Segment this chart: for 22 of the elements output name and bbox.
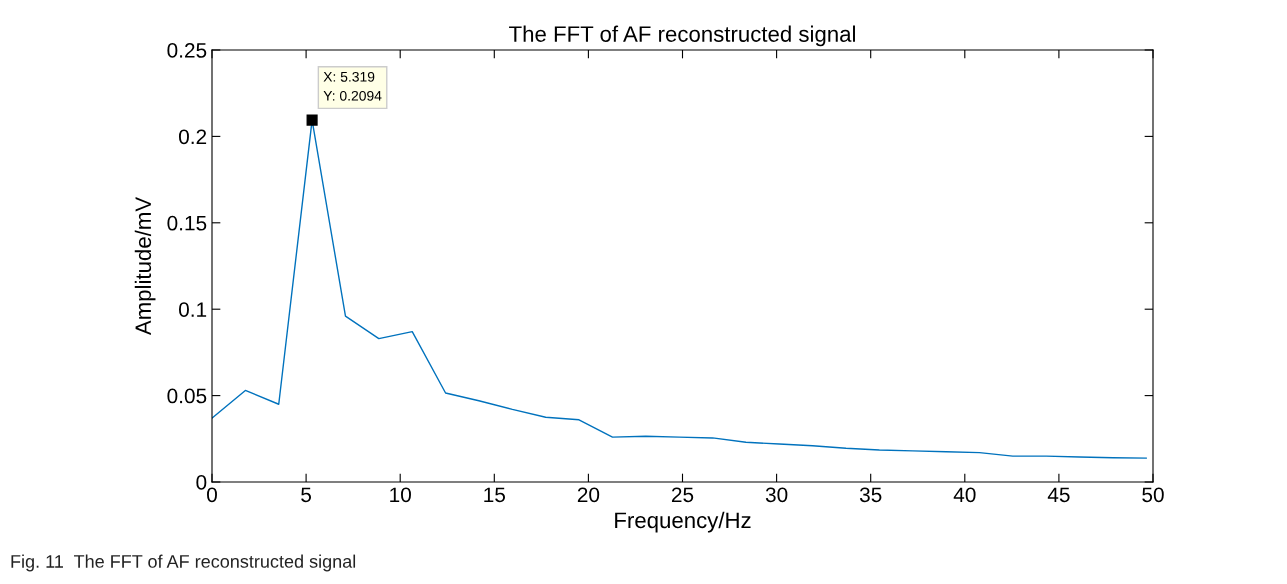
y-tick-label: 0 [196, 475, 207, 490]
y-tick-label: 0.15 [167, 215, 207, 231]
y-tick-label: 0.1 [178, 302, 207, 317]
x-axis-title: Frequency/Hz [615, 511, 751, 533]
x-tick-label: 5 [301, 487, 312, 503]
x-tick-label: 10 [390, 487, 411, 503]
x-tick-label: 45 [1047, 487, 1070, 503]
y-tick-label: 0.2 [178, 129, 207, 145]
x-tick-label: 0 [207, 487, 217, 503]
x-tick-label: 20 [577, 487, 600, 503]
chart-title: The FFT of AF reconstructed signal [509, 25, 855, 47]
y-tick-label: 0.25 [167, 43, 207, 58]
x-tick-label: 35 [859, 487, 882, 503]
x-tick-label: 40 [953, 487, 976, 503]
x-tick-label: 25 [671, 487, 694, 503]
x-tick-label: 30 [765, 487, 788, 503]
caption: Fig. 11 The FFT of AF reconstructed signal [11, 554, 356, 572]
annotation: X: 5.319 Y: 0.2094 [323, 71, 382, 101]
y-axis-title: Amplitude/mV [134, 196, 156, 336]
x-tick-label: 50 [1142, 487, 1164, 503]
x-tick-label: 15 [484, 487, 506, 503]
y-tick-label: 0.05 [167, 388, 207, 404]
